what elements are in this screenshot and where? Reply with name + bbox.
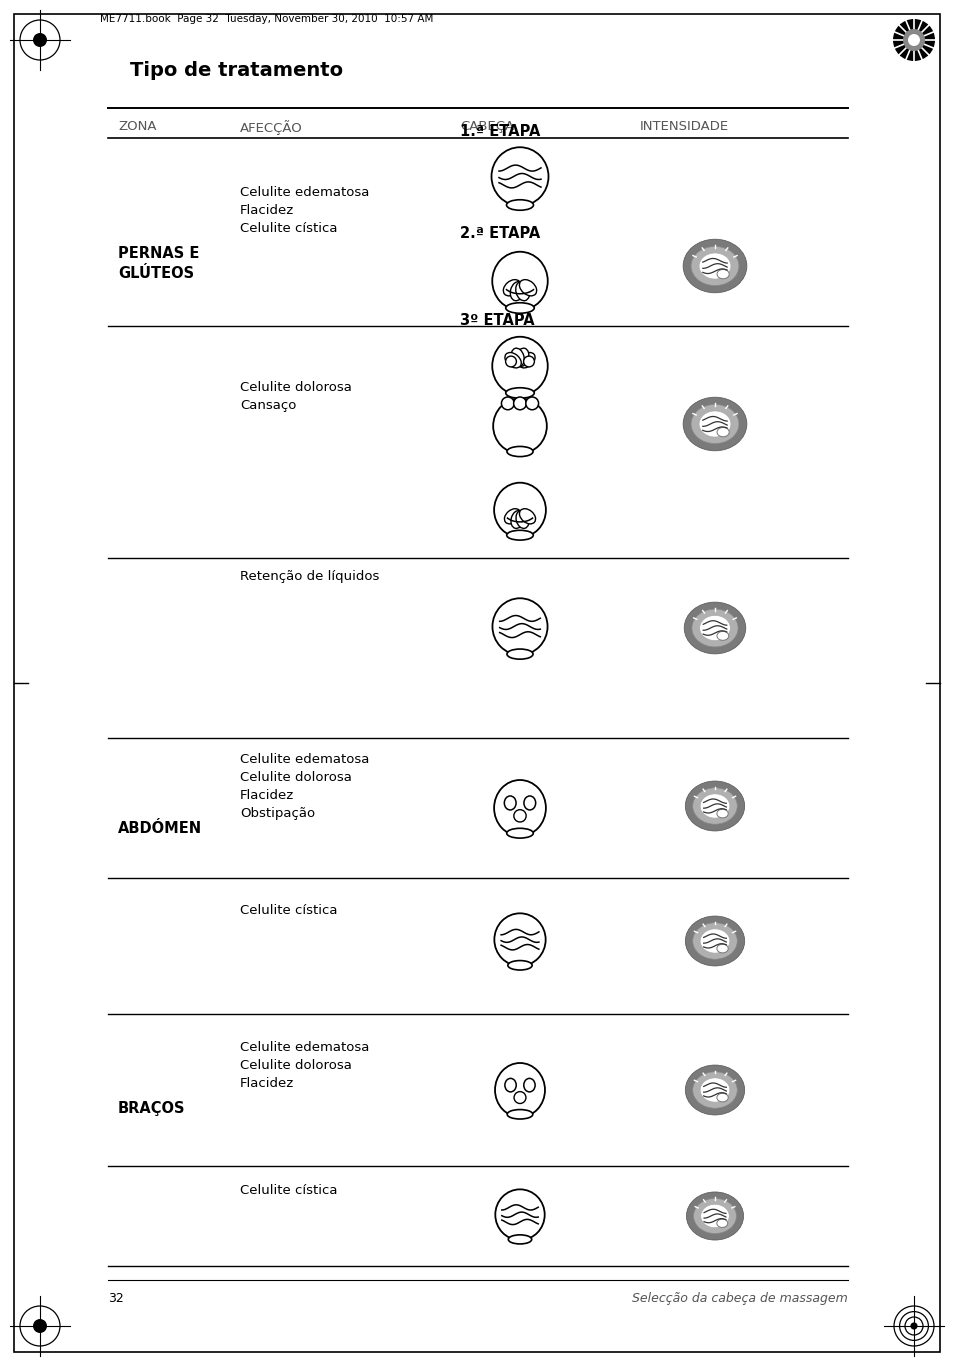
Circle shape xyxy=(514,1091,525,1104)
Ellipse shape xyxy=(503,280,520,296)
Ellipse shape xyxy=(505,388,534,399)
Text: ZONA: ZONA xyxy=(118,120,156,133)
Ellipse shape xyxy=(717,428,728,437)
Ellipse shape xyxy=(523,796,536,810)
Ellipse shape xyxy=(717,631,728,641)
Circle shape xyxy=(902,29,924,51)
Ellipse shape xyxy=(495,1063,544,1117)
Ellipse shape xyxy=(716,1218,727,1228)
Ellipse shape xyxy=(692,1072,737,1108)
Ellipse shape xyxy=(716,944,727,953)
Ellipse shape xyxy=(699,411,730,437)
Ellipse shape xyxy=(516,511,529,529)
Ellipse shape xyxy=(700,929,729,953)
Ellipse shape xyxy=(492,337,547,395)
Ellipse shape xyxy=(691,609,738,647)
Circle shape xyxy=(907,34,919,46)
Ellipse shape xyxy=(692,923,737,959)
Ellipse shape xyxy=(508,1235,531,1244)
Text: Retenção de líquidos: Retenção de líquidos xyxy=(240,570,379,583)
Ellipse shape xyxy=(692,788,737,824)
Ellipse shape xyxy=(491,148,548,206)
Text: Celulite cística: Celulite cística xyxy=(240,904,337,917)
Ellipse shape xyxy=(684,917,744,966)
Text: Celulite edematosa
Flacidez
Celulite cística: Celulite edematosa Flacidez Celulite cís… xyxy=(240,186,369,235)
Text: INTENSIDADE: INTENSIDADE xyxy=(639,120,728,133)
Ellipse shape xyxy=(511,348,523,366)
Text: Celulite cística: Celulite cística xyxy=(240,1184,337,1197)
Ellipse shape xyxy=(693,1198,736,1233)
Text: Celulite dolorosa
Cansaço: Celulite dolorosa Cansaço xyxy=(240,381,352,413)
Text: ABDÓMEN: ABDÓMEN xyxy=(118,821,202,836)
Ellipse shape xyxy=(506,649,533,660)
Ellipse shape xyxy=(690,246,739,285)
Ellipse shape xyxy=(511,511,523,529)
Ellipse shape xyxy=(507,1109,533,1119)
Ellipse shape xyxy=(700,1078,729,1102)
Ellipse shape xyxy=(506,199,533,210)
Ellipse shape xyxy=(504,508,520,525)
Ellipse shape xyxy=(682,398,746,451)
Ellipse shape xyxy=(504,1078,516,1091)
Circle shape xyxy=(525,398,538,410)
Ellipse shape xyxy=(507,960,532,970)
Text: Celulite edematosa
Celulite dolorosa
Flacidez
Obstipação: Celulite edematosa Celulite dolorosa Fla… xyxy=(240,753,369,820)
Circle shape xyxy=(892,19,934,61)
Circle shape xyxy=(513,398,526,410)
Text: 2.ª ETAPA: 2.ª ETAPA xyxy=(459,225,539,240)
Ellipse shape xyxy=(506,530,533,540)
Text: CABEÇA: CABEÇA xyxy=(459,120,514,133)
Ellipse shape xyxy=(699,616,730,641)
Ellipse shape xyxy=(510,281,524,301)
Ellipse shape xyxy=(716,1093,727,1102)
Ellipse shape xyxy=(492,598,547,654)
Ellipse shape xyxy=(518,280,537,296)
Circle shape xyxy=(33,1320,47,1333)
Ellipse shape xyxy=(700,1205,728,1228)
Ellipse shape xyxy=(700,794,729,818)
Text: 3º ETAPA: 3º ETAPA xyxy=(459,313,534,328)
Circle shape xyxy=(523,357,534,367)
Ellipse shape xyxy=(495,1190,544,1240)
Ellipse shape xyxy=(684,781,744,831)
Ellipse shape xyxy=(523,1078,535,1091)
Text: AFECÇÃO: AFECÇÃO xyxy=(240,120,302,135)
Ellipse shape xyxy=(494,914,545,966)
Ellipse shape xyxy=(682,239,746,292)
Ellipse shape xyxy=(717,269,728,279)
Text: 1.ª ETAPA: 1.ª ETAPA xyxy=(459,124,539,139)
Ellipse shape xyxy=(516,348,528,366)
Ellipse shape xyxy=(506,447,533,456)
Circle shape xyxy=(501,398,514,410)
Circle shape xyxy=(514,810,526,822)
Text: 32: 32 xyxy=(108,1292,124,1305)
Ellipse shape xyxy=(504,796,516,810)
Ellipse shape xyxy=(685,1193,742,1240)
Circle shape xyxy=(33,33,47,46)
Ellipse shape xyxy=(518,508,535,525)
Text: Selecção da cabeça de massagem: Selecção da cabeça de massagem xyxy=(632,1292,847,1305)
Text: ME7711.book  Page 32  Tuesday, November 30, 2010  10:57 AM: ME7711.book Page 32 Tuesday, November 30… xyxy=(100,14,433,25)
Circle shape xyxy=(909,1322,917,1329)
Ellipse shape xyxy=(516,281,529,301)
Ellipse shape xyxy=(506,828,533,839)
Text: Tipo de tratamento: Tipo de tratamento xyxy=(130,61,343,81)
Ellipse shape xyxy=(494,482,545,537)
Ellipse shape xyxy=(494,780,545,836)
Ellipse shape xyxy=(716,809,727,818)
Ellipse shape xyxy=(492,251,547,310)
Circle shape xyxy=(505,357,516,367)
Text: BRAÇOS: BRAÇOS xyxy=(118,1101,185,1116)
Ellipse shape xyxy=(699,253,730,279)
Ellipse shape xyxy=(684,1065,744,1115)
Ellipse shape xyxy=(493,399,546,454)
Ellipse shape xyxy=(683,602,745,654)
Ellipse shape xyxy=(518,352,535,367)
Ellipse shape xyxy=(690,404,739,444)
Ellipse shape xyxy=(505,303,534,313)
Text: Celulite edematosa
Celulite dolorosa
Flacidez: Celulite edematosa Celulite dolorosa Fla… xyxy=(240,1041,369,1090)
Ellipse shape xyxy=(504,352,520,367)
Text: PERNAS E
GLÚTEOS: PERNAS E GLÚTEOS xyxy=(118,246,199,281)
